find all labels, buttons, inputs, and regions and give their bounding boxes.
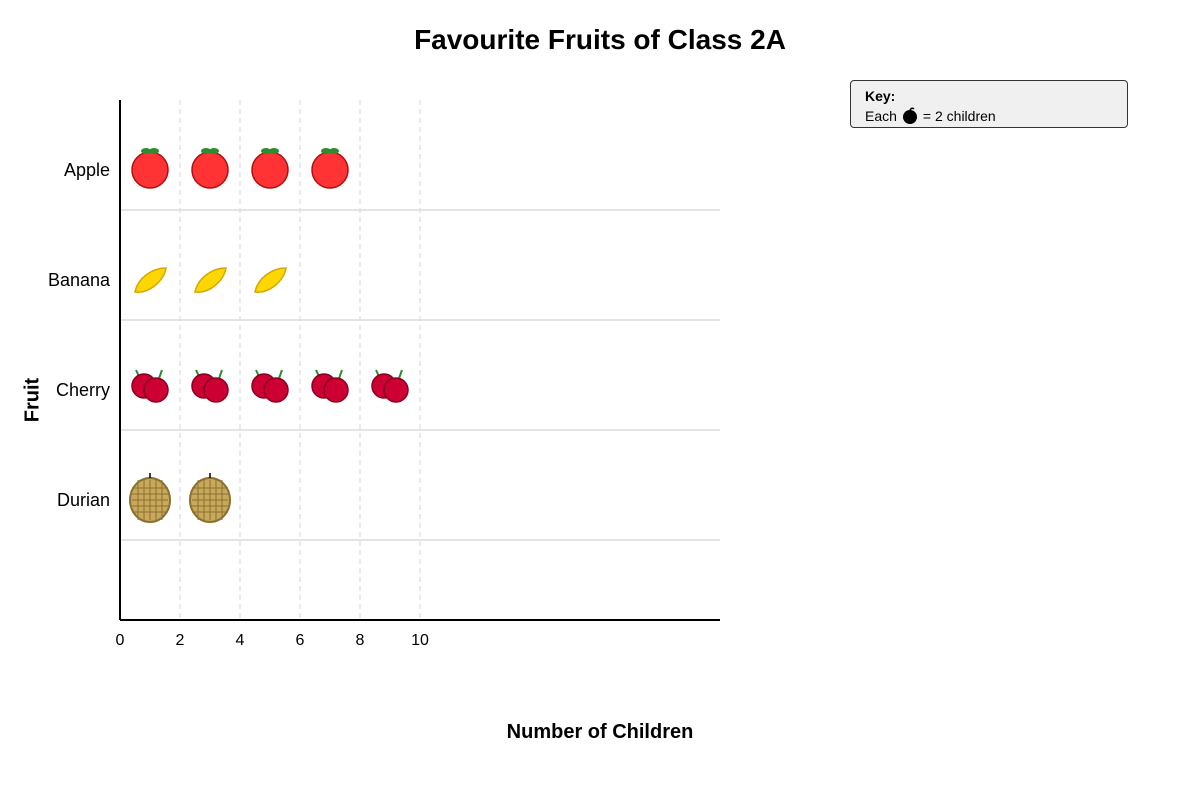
banana-icon xyxy=(254,267,287,293)
category-labels: Apple Banana Cherry Durian xyxy=(48,160,111,510)
banana-icon xyxy=(134,267,167,293)
pictograph-icons xyxy=(129,148,409,523)
grid xyxy=(120,100,720,620)
apple-icon xyxy=(251,148,289,189)
cherry-icon xyxy=(131,369,169,403)
category-label: Apple xyxy=(64,160,110,180)
cherry-icon xyxy=(311,369,349,403)
cherry-icon xyxy=(371,369,409,403)
y-axis-label: Fruit xyxy=(21,377,44,423)
durian-icon xyxy=(129,473,171,523)
key-line: Each = 2 children xyxy=(865,107,1113,125)
x-tick-label: 2 xyxy=(176,632,185,649)
category-label: Banana xyxy=(48,270,111,290)
category-label: Durian xyxy=(57,490,110,510)
axes xyxy=(119,100,720,621)
x-tick-label: 8 xyxy=(356,632,365,649)
apple-icon xyxy=(311,148,349,189)
x-tick-labels: 0 2 4 6 8 10 xyxy=(116,632,429,649)
chart-title: Favourite Fruits of Class 2A xyxy=(414,24,786,55)
key-suffix: = 2 children xyxy=(922,108,996,124)
durian-icon xyxy=(189,473,231,523)
x-tick-label: 6 xyxy=(296,632,305,649)
cherry-icon xyxy=(191,369,229,403)
x-tick-label: 4 xyxy=(236,632,245,649)
key-title: Key: xyxy=(865,88,896,104)
banana-icon xyxy=(194,267,227,293)
apple-icon xyxy=(131,148,169,189)
cherry-icon xyxy=(251,369,289,403)
apple-icon xyxy=(191,148,229,189)
x-axis-label: Number of Children xyxy=(506,721,694,743)
category-label: Cherry xyxy=(56,380,110,400)
apple-icon xyxy=(902,107,917,124)
legend-key: Key: Each = 2 children xyxy=(850,80,1128,128)
x-tick-label: 0 xyxy=(116,632,125,649)
key-prefix: Each xyxy=(865,108,897,124)
x-tick-label: 10 xyxy=(411,632,429,649)
